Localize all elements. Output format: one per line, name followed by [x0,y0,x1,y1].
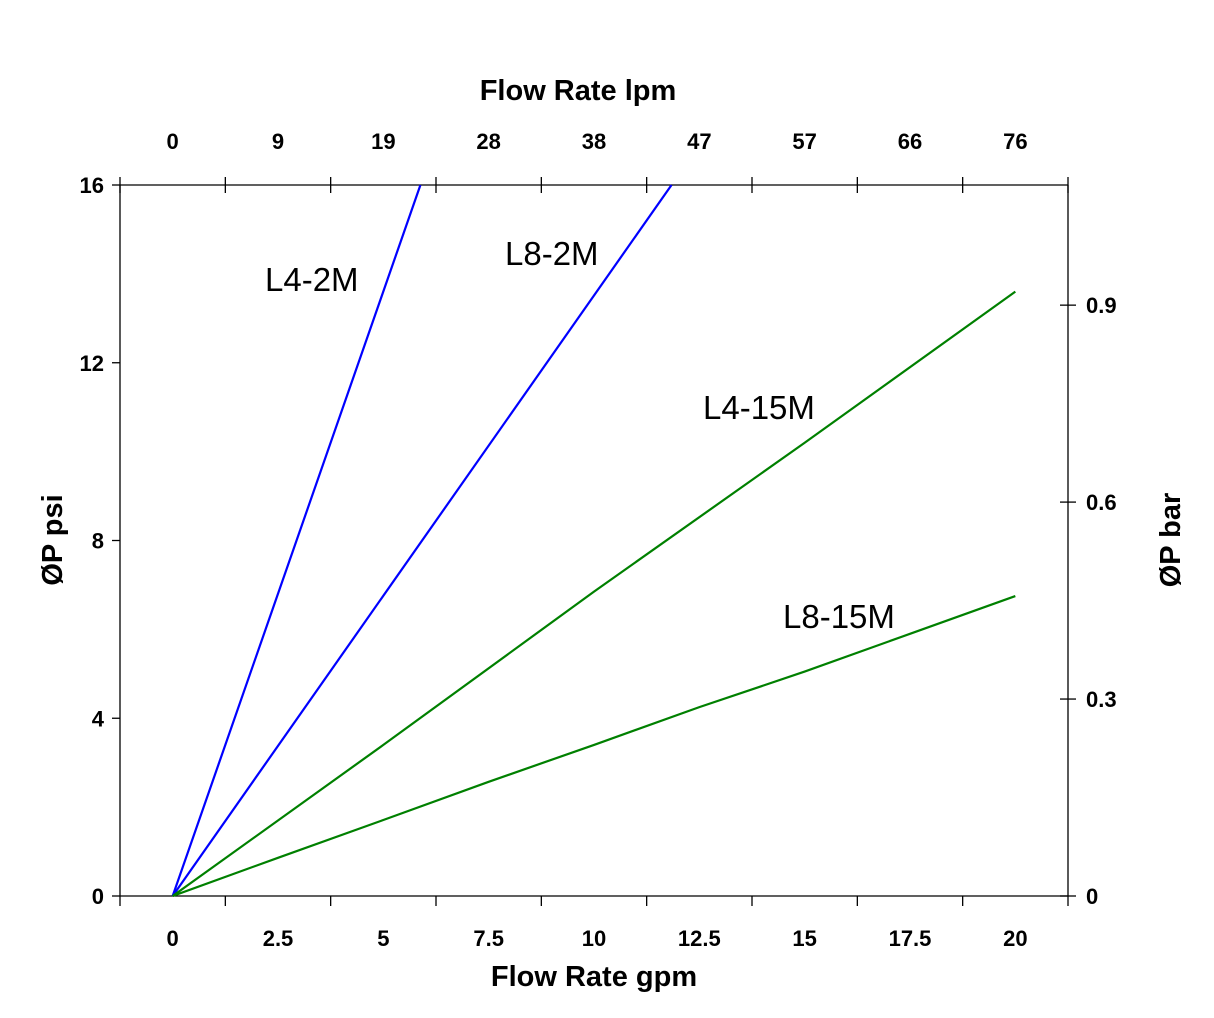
x-tick-label: 5 [377,926,389,951]
x2-tick-label: 0 [167,129,179,154]
x-tick-label: 7.5 [473,926,504,951]
axes: 0 0 2.5 9 5 19 7.5 28 10 38 12.5 47 15 57 17.5 66 20 76 0 4… [80,129,1117,951]
x2-tick-label: 9 [272,129,284,154]
x2-tick-label: 28 [476,129,500,154]
series-line-l4-15m [172,290,1016,897]
x2-tick-label: 57 [792,129,816,154]
x-axis-title: Flow Rate gpm [491,961,697,993]
x-tick-label: 2.5 [263,926,294,951]
x2-axis-title: Flow Rate lpm [480,75,677,107]
y-tick-label: 16 [80,173,104,198]
y-tick-label: 0 [92,884,104,909]
series-label-l8-2m: L8-2M [505,235,599,272]
y-tick-label: 8 [92,529,104,554]
x2-tick-label: 19 [371,129,395,154]
series-labels: L4-2M L8-2M L4-15M L8-15M [265,235,895,635]
y-axis-title: ØP psi [37,494,69,585]
series-line-l8-15m [172,595,1016,898]
x-tick-label: 17.5 [889,926,932,951]
y2-axis-title: ØP bar [1155,493,1187,588]
series-line-l4-2m [171,184,422,897]
y2-tick-label: 0.6 [1086,490,1117,515]
x2-tick-label: 47 [687,129,711,154]
y2-tick-label: 0.3 [1086,687,1117,712]
y2-tick-label: 0.9 [1086,293,1117,318]
x2-tick-label: 76 [1003,129,1027,154]
series-line-l8-2m [171,184,673,897]
series-label-l8-15m: L8-15M [783,598,895,635]
x2-tick-label: 38 [582,129,606,154]
series-label-l4-15m: L4-15M [703,389,815,426]
y-tick-label: 12 [80,351,104,376]
x-tick-label: 12.5 [678,926,721,951]
x-tick-label: 15 [792,926,816,951]
x2-tick-label: 66 [898,129,922,154]
series-lines [171,184,1016,898]
x-tick-label: 0 [167,926,179,951]
x-tick-label: 10 [582,926,606,951]
x-tick-label: 20 [1003,926,1027,951]
y2-tick-label: 0 [1086,884,1098,909]
series-label-l4-2m: L4-2M [265,261,359,298]
y-tick-label: 4 [92,706,105,731]
